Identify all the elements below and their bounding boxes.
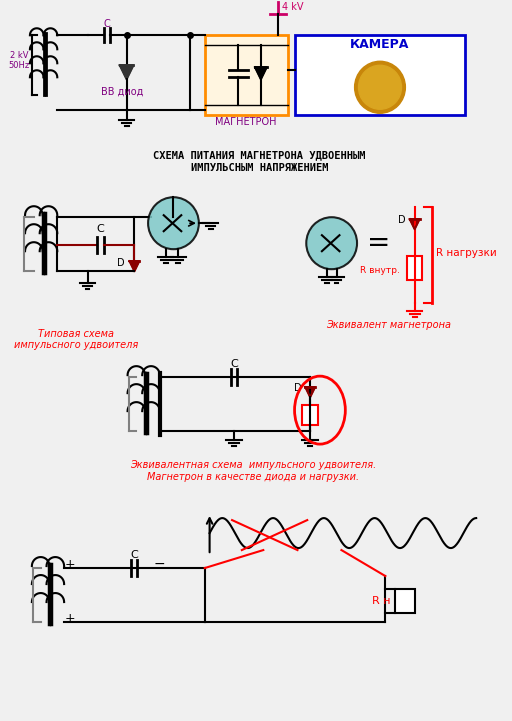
Text: R нагрузки: R нагрузки — [436, 248, 497, 258]
Text: +: + — [65, 558, 75, 571]
Text: ВВ диод: ВВ диод — [100, 87, 143, 97]
Bar — [294, 35, 465, 115]
Circle shape — [148, 198, 199, 249]
Bar — [205, 35, 288, 115]
Polygon shape — [130, 261, 139, 271]
Bar — [395, 589, 415, 613]
Text: D: D — [117, 258, 124, 268]
Text: C: C — [104, 19, 111, 30]
Text: C: C — [131, 550, 138, 560]
Text: Типовая схема
импульсного удвоителя: Типовая схема импульсного удвоителя — [14, 329, 138, 350]
Circle shape — [355, 61, 406, 113]
Text: ИМПУЛЬСНЫМ НАПРЯЖЕНИЕМ: ИМПУЛЬСНЫМ НАПРЯЖЕНИЕМ — [190, 163, 328, 173]
Circle shape — [358, 66, 401, 110]
Text: R н: R н — [372, 596, 390, 606]
Text: СХЕМА ПИТАНИЯ МАГНЕТРОНА УДВОЕННЫМ: СХЕМА ПИТАНИЯ МАГНЕТРОНА УДВОЕННЫМ — [153, 150, 366, 160]
Polygon shape — [120, 66, 134, 79]
Text: 4 kV: 4 kV — [282, 2, 303, 12]
Polygon shape — [410, 219, 419, 229]
Polygon shape — [255, 67, 267, 79]
Text: Эквивалентная схема  импульсного удвоителя.: Эквивалентная схема импульсного удвоител… — [131, 460, 377, 470]
Text: C: C — [230, 359, 238, 369]
Text: C: C — [96, 224, 104, 234]
Text: +: + — [65, 612, 75, 625]
Text: −: − — [154, 557, 165, 571]
Text: Магнетрон в качестве диода и нагрузки.: Магнетрон в качестве диода и нагрузки. — [147, 472, 359, 482]
Circle shape — [306, 217, 357, 269]
Polygon shape — [305, 387, 315, 397]
Text: МАГНЕТРОН: МАГНЕТРОН — [216, 118, 277, 127]
Text: R внутр.: R внутр. — [359, 266, 399, 275]
Text: D: D — [398, 215, 406, 225]
Text: КАМЕРА: КАМЕРА — [350, 38, 410, 51]
Bar — [303, 405, 318, 425]
Text: 2 kV
50Hz: 2 kV 50Hz — [9, 50, 30, 70]
Text: Эквивалент магнетрона: Эквивалент магнетрона — [326, 320, 451, 330]
Text: D: D — [293, 383, 301, 393]
Text: =: = — [367, 229, 390, 257]
Bar — [407, 256, 422, 280]
